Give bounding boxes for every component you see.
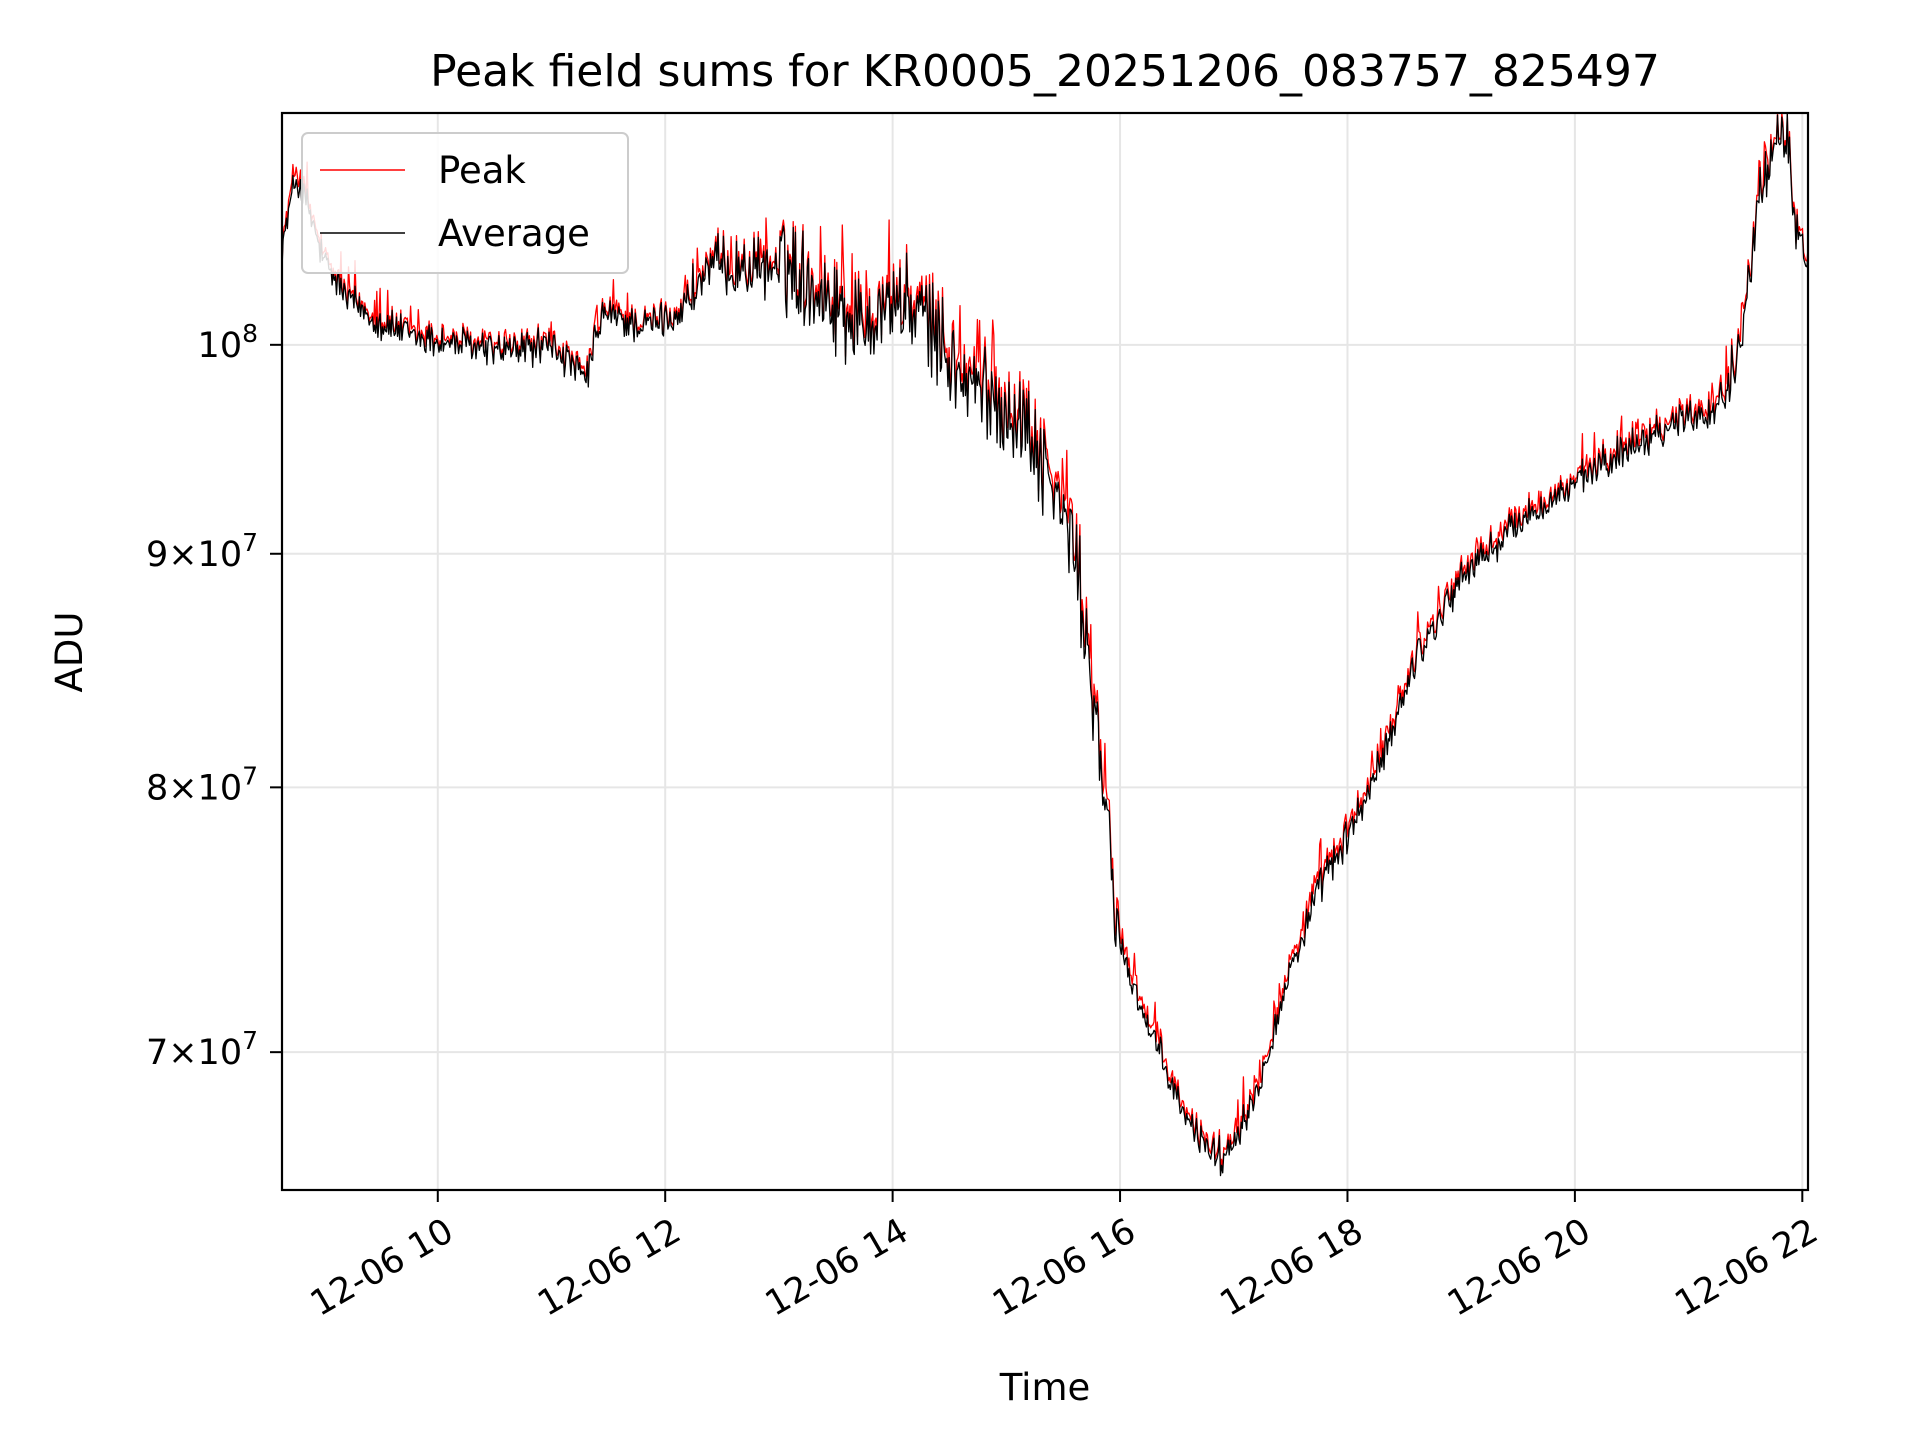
average-series-line: [282, 113, 1808, 1177]
legend-peak-label: Peak: [438, 149, 526, 192]
x-axis-label: Time: [999, 1366, 1091, 1409]
y-axis-label: ADU: [48, 612, 91, 693]
y-tick-label: 7×107: [146, 1026, 258, 1073]
y-axis-ticks: 7×107 8×107 9×107 108: [146, 319, 282, 1073]
legend: Peak Average: [301, 132, 629, 274]
y-tick-label: 9×107: [146, 528, 258, 575]
chart-title: Peak field sums for KR0005_20251206_0837…: [430, 46, 1660, 97]
plot-frame: [280, 111, 1810, 1192]
y-tick-label: 8×107: [146, 761, 258, 808]
legend-box: [301, 132, 629, 274]
legend-average-label: Average: [438, 212, 590, 255]
series-layer: [282, 113, 1808, 1177]
y-tick-label: 108: [198, 319, 258, 366]
